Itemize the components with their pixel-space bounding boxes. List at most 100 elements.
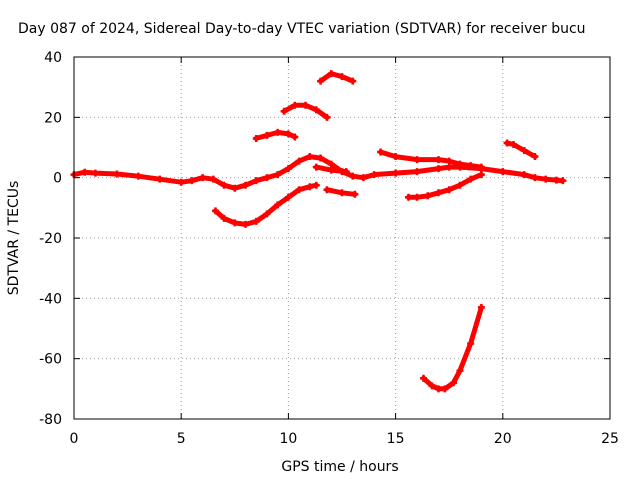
data-point: [467, 340, 475, 348]
data-point: [349, 172, 357, 180]
data-point: [392, 153, 400, 161]
data-point: [274, 201, 282, 209]
data-point: [559, 177, 567, 185]
data-point: [220, 214, 228, 222]
data-point: [231, 219, 239, 227]
x-axis-label: GPS time / hours: [281, 459, 398, 475]
x-axis-tick-labels: 0 5 10 15 20 25: [70, 431, 619, 447]
data-point: [338, 189, 346, 197]
data-point: [284, 130, 292, 138]
data-point: [209, 175, 217, 183]
data-point: [467, 162, 475, 170]
y-tick-label: -20: [39, 231, 62, 247]
data-point: [434, 385, 442, 393]
data-point: [434, 156, 442, 164]
data-point: [477, 303, 485, 311]
data-point: [91, 169, 99, 177]
data-point: [542, 175, 550, 183]
data-point: [306, 183, 314, 191]
data-point: [323, 113, 331, 121]
y-tick-label: -80: [39, 412, 62, 428]
data-point: [456, 367, 464, 375]
data-point: [263, 210, 271, 218]
data-point: [295, 157, 303, 165]
data-point: [177, 178, 185, 186]
data-point: [291, 101, 299, 109]
series-arc-1: [71, 154, 566, 191]
data-point: [413, 156, 421, 164]
chart-title: Day 087 of 2024, Sidereal Day-to-day VTE…: [18, 21, 586, 37]
data-point: [419, 374, 427, 382]
x-tick-label: 15: [387, 431, 405, 447]
data-point: [392, 169, 400, 177]
data-point: [156, 175, 164, 183]
data-point: [327, 70, 335, 78]
data-point: [456, 181, 464, 189]
data-point: [441, 385, 449, 393]
data-point: [317, 77, 325, 85]
x-tick-label: 5: [177, 431, 186, 447]
data-point: [199, 174, 207, 182]
data-point: [220, 181, 228, 189]
data-point: [370, 171, 378, 179]
y-tick-label: 20: [44, 110, 62, 126]
data-point: [404, 193, 412, 201]
data-point: [456, 160, 464, 168]
data-point: [212, 207, 220, 215]
data-point: [434, 165, 442, 173]
data-point: [434, 189, 442, 197]
data-point: [252, 177, 260, 185]
series-arc-2: [213, 182, 319, 227]
data-point: [428, 382, 436, 390]
data-point: [113, 170, 121, 178]
data-point: [252, 217, 260, 225]
data-series: [70, 70, 567, 393]
data-point: [413, 168, 421, 176]
y-tick-label: -60: [39, 352, 62, 368]
data-point: [359, 174, 367, 182]
data-point: [338, 73, 346, 81]
data-point: [445, 163, 453, 171]
data-point: [342, 168, 350, 176]
data-point: [552, 176, 560, 184]
data-point: [231, 184, 239, 192]
x-tick-label: 20: [494, 431, 512, 447]
data-point: [312, 106, 320, 114]
data-point: [284, 165, 292, 173]
data-point: [323, 186, 331, 194]
y-tick-label: -40: [39, 291, 62, 307]
data-point: [445, 186, 453, 194]
data-point: [520, 171, 528, 179]
data-point: [274, 171, 282, 179]
data-point: [477, 171, 485, 179]
data-point: [449, 379, 457, 387]
y-tick-label: 40: [44, 50, 62, 66]
data-point: [351, 190, 359, 198]
data-point: [499, 168, 507, 176]
data-point: [349, 77, 357, 85]
data-point: [317, 154, 325, 162]
data-point: [295, 186, 303, 194]
data-point: [477, 163, 485, 171]
data-point: [377, 148, 385, 156]
data-point: [531, 174, 539, 182]
data-point: [291, 133, 299, 141]
y-axis-tick-labels: -80 -60 -40 -20 0 20 40: [39, 50, 62, 428]
data-point: [81, 168, 89, 176]
data-point: [242, 220, 250, 228]
data-point: [263, 174, 271, 182]
data-point: [467, 175, 475, 183]
data-point: [520, 147, 528, 155]
data-point: [134, 172, 142, 180]
axis-ticks: [73, 56, 611, 420]
y-axis-label: SDTVAR / TECUs: [6, 181, 22, 296]
data-point: [263, 131, 271, 139]
data-point: [327, 160, 335, 168]
data-point: [252, 134, 260, 142]
data-point: [306, 153, 314, 161]
data-point: [280, 107, 288, 115]
x-tick-label: 25: [601, 431, 619, 447]
data-point: [242, 181, 250, 189]
data-point: [327, 166, 335, 174]
